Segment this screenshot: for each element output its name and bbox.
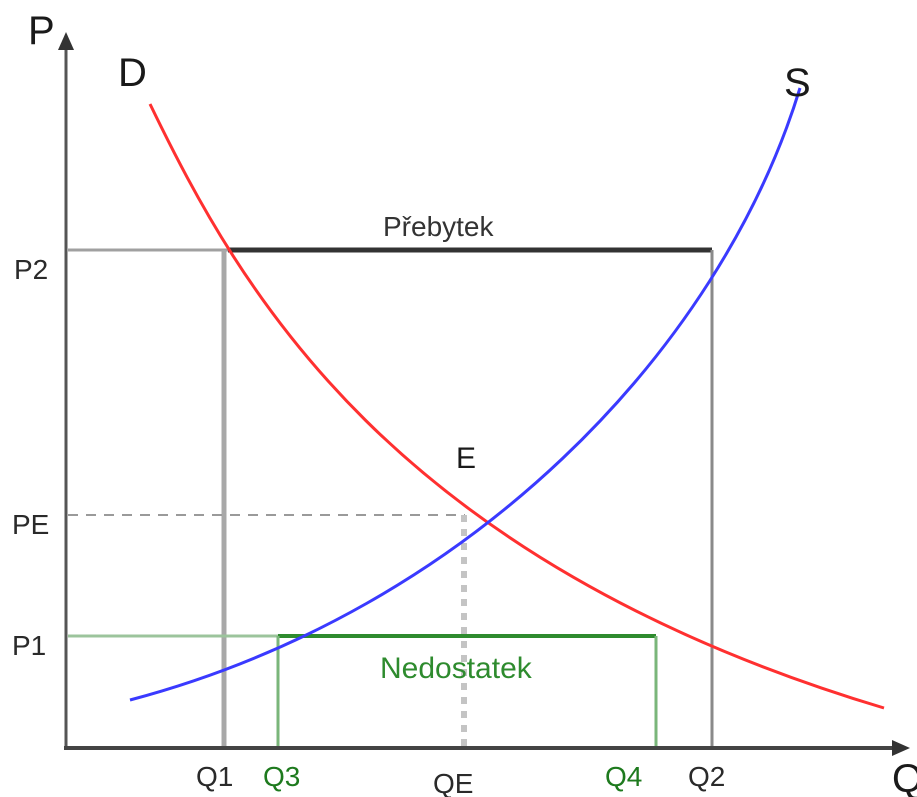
y-axis-arrow [58,32,74,50]
y-axis-label: P [28,9,55,53]
pe-tick-label: PE [12,509,49,540]
q4-tick-label: Q4 [605,761,642,792]
supply-label: S [784,61,811,105]
supply-curve [129,87,802,702]
x-axis-arrow [892,740,910,756]
p2-tick-label: P2 [14,254,48,285]
q2-tick-label: Q2 [688,761,725,792]
q1-tick-label: Q1 [196,761,233,792]
surplus-label: Přebytek [383,211,494,242]
qe-tick-label: QE [433,768,473,797]
demand-curve [148,103,885,710]
p1-tick-label: P1 [12,630,46,661]
x-axis-label: Q [892,757,917,797]
equilibrium-label: E [456,442,476,475]
shortage-label: Nedostatek [380,652,533,685]
demand-label: D [118,51,147,95]
q3-tick-label: Q3 [263,761,300,792]
